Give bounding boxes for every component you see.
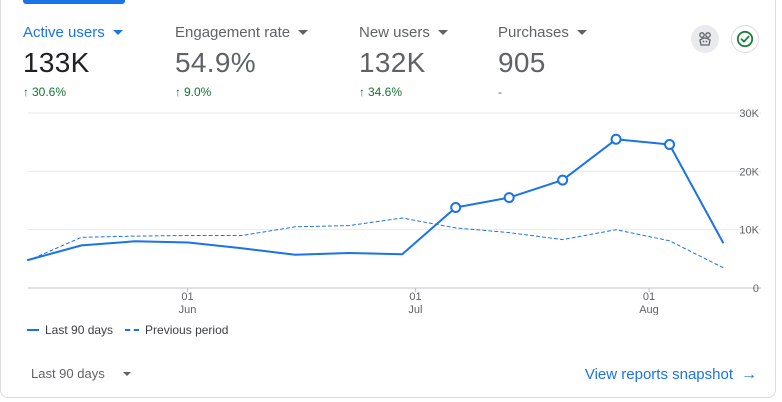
metric-label-active-users[interactable]: Active users: [23, 24, 123, 41]
metric-value: 132K: [359, 47, 426, 78]
data-point-marker[interactable]: [503, 192, 515, 204]
y-tick-label: 20K: [739, 166, 759, 178]
data-point-marker[interactable]: [450, 202, 462, 213]
metric-engagement-rate[interactable]: Engagement rate 54.9% ↑ 9.0%: [175, 24, 309, 99]
arrow-up-icon: ↑: [175, 85, 181, 99]
metric-label-engagement-rate[interactable]: Engagement rate: [175, 24, 309, 41]
metric-label-text: Engagement rate: [175, 24, 291, 41]
last-90-days-line: [27, 138, 724, 261]
metric-new-users[interactable]: New users 132K ↑ 34.6%: [359, 24, 448, 99]
metric-delta: ↑ 34.6%: [359, 85, 448, 99]
metric-label-purchases[interactable]: Purchases: [498, 24, 587, 41]
x-tick-month: Jun: [179, 304, 197, 315]
metric-label-text: Active users: [23, 24, 105, 41]
active-metric-indicator: [23, 0, 125, 4]
y-tick-label: 10K: [739, 225, 759, 237]
x-tick-month: Jul: [408, 304, 422, 315]
caret-down-icon: [112, 30, 123, 35]
previous-period-line: [27, 217, 724, 269]
data-point-marker[interactable]: [610, 133, 622, 145]
insights-button[interactable]: [691, 25, 719, 53]
metric-delta-text: -: [498, 85, 502, 99]
metric-delta: -: [498, 85, 587, 99]
metric-delta-text: 34.6%: [368, 85, 403, 99]
metric-label-text: Purchases: [498, 24, 569, 41]
check-circle-icon: [736, 30, 754, 48]
data-point-marker[interactable]: [557, 174, 569, 186]
metric-value: 133K: [23, 47, 90, 78]
chart-legend: Last 90 days Previous period: [27, 323, 232, 337]
metric-delta: ↑ 9.0%: [175, 85, 308, 99]
legend-label: Last 90 days: [45, 323, 114, 337]
data-quality-button[interactable]: [731, 25, 759, 53]
arrow-right-icon: →: [741, 365, 757, 383]
view-reports-snapshot-link[interactable]: View reports snapshot →: [585, 366, 757, 383]
metric-delta: ↑ 30.6%: [23, 85, 123, 99]
insights-icon: [699, 32, 711, 46]
arrow-up-icon: ↑: [23, 85, 29, 99]
x-tick-month: Aug: [639, 304, 659, 315]
caret-down-icon: [298, 30, 309, 35]
caret-down-icon: [437, 30, 448, 35]
metric-active-users[interactable]: Active users 133K ↑ 30.6%: [23, 24, 123, 99]
legend-solid-swatch: [27, 329, 39, 331]
metric-label-new-users[interactable]: New users: [359, 24, 448, 41]
y-tick-label: 30K: [739, 108, 759, 120]
metric-value: 905: [498, 47, 546, 78]
legend-item-previous[interactable]: Previous period: [125, 323, 228, 337]
y-tick-label: 0: [753, 283, 759, 295]
date-range-label: Last 90 days: [31, 366, 105, 381]
metric-label-text: New users: [359, 24, 430, 41]
caret-down-icon: [576, 30, 587, 35]
legend-dashed-swatch: [125, 329, 140, 331]
x-tick-day: 01: [643, 291, 655, 303]
metric-delta-text: 9.0%: [184, 85, 212, 99]
legend-item-current[interactable]: Last 90 days: [27, 323, 113, 337]
metric-delta-text: 30.6%: [32, 85, 67, 99]
legend-label: Previous period: [145, 323, 229, 337]
date-range-dropdown[interactable]: Last 90 days: [31, 366, 131, 381]
arrow-up-icon: ↑: [359, 85, 365, 99]
metric-value: 54.9%: [175, 47, 256, 78]
link-label: View reports snapshot: [584, 366, 733, 383]
data-point-marker[interactable]: [664, 139, 676, 150]
x-tick-day: 01: [181, 291, 193, 303]
x-tick-day: 01: [409, 291, 421, 303]
caret-down-icon: [122, 371, 131, 376]
metric-purchases[interactable]: Purchases 905 -: [498, 24, 587, 99]
